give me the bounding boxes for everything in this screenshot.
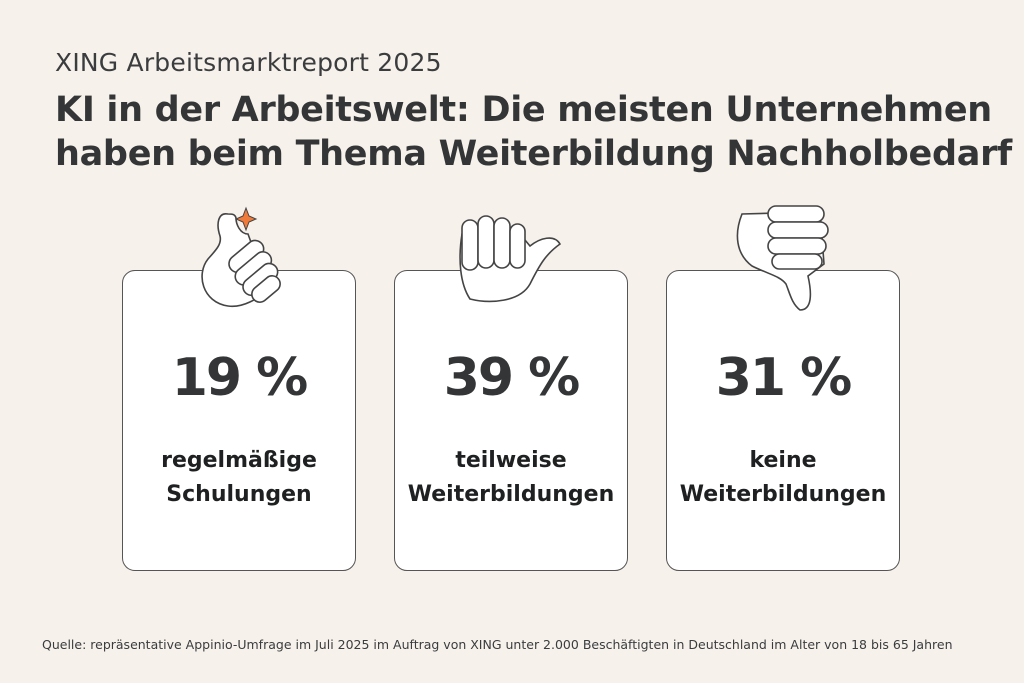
stat-value: 39 % <box>443 348 581 408</box>
stat-card-no-training <box>666 270 900 571</box>
stat-label-line-2: Weiterbildungen <box>407 482 615 507</box>
stat-value: 19 % <box>171 348 309 408</box>
stat-label: keine Weiterbildungen <box>666 444 900 512</box>
report-subtitle: XING Arbeitsmarktreport 2025 <box>55 48 442 77</box>
page-title: KI in der Arbeitswelt: Die meisten Unter… <box>55 88 1012 176</box>
stat-card-partial-training <box>394 270 628 571</box>
stat-label-line-2: Schulungen <box>166 482 312 507</box>
stat-label-line-1: regelmäßige <box>161 448 317 473</box>
stat-label-line-1: teilweise <box>455 448 567 473</box>
stat-label-line-1: keine <box>749 448 817 473</box>
thumbs-sideways-icon <box>459 215 562 303</box>
sparkle-icon <box>234 206 258 232</box>
stat-label-line-2: Weiterbildungen <box>679 482 887 507</box>
source-note: Quelle: repräsentative Appinio-Umfrage i… <box>42 637 953 652</box>
stat-card-regular-training <box>122 270 356 571</box>
stat-label: teilweise Weiterbildungen <box>394 444 628 512</box>
title-line-1: KI in der Arbeitswelt: Die meisten Unter… <box>55 90 992 130</box>
thumbs-up-icon <box>201 206 281 308</box>
stat-label: regelmäßige Schulungen <box>122 444 356 512</box>
title-line-2: haben beim Thema Weiterbildung Nachholbe… <box>55 134 1012 174</box>
thumbs-down-icon <box>736 205 829 311</box>
stat-value: 31 % <box>715 348 853 408</box>
